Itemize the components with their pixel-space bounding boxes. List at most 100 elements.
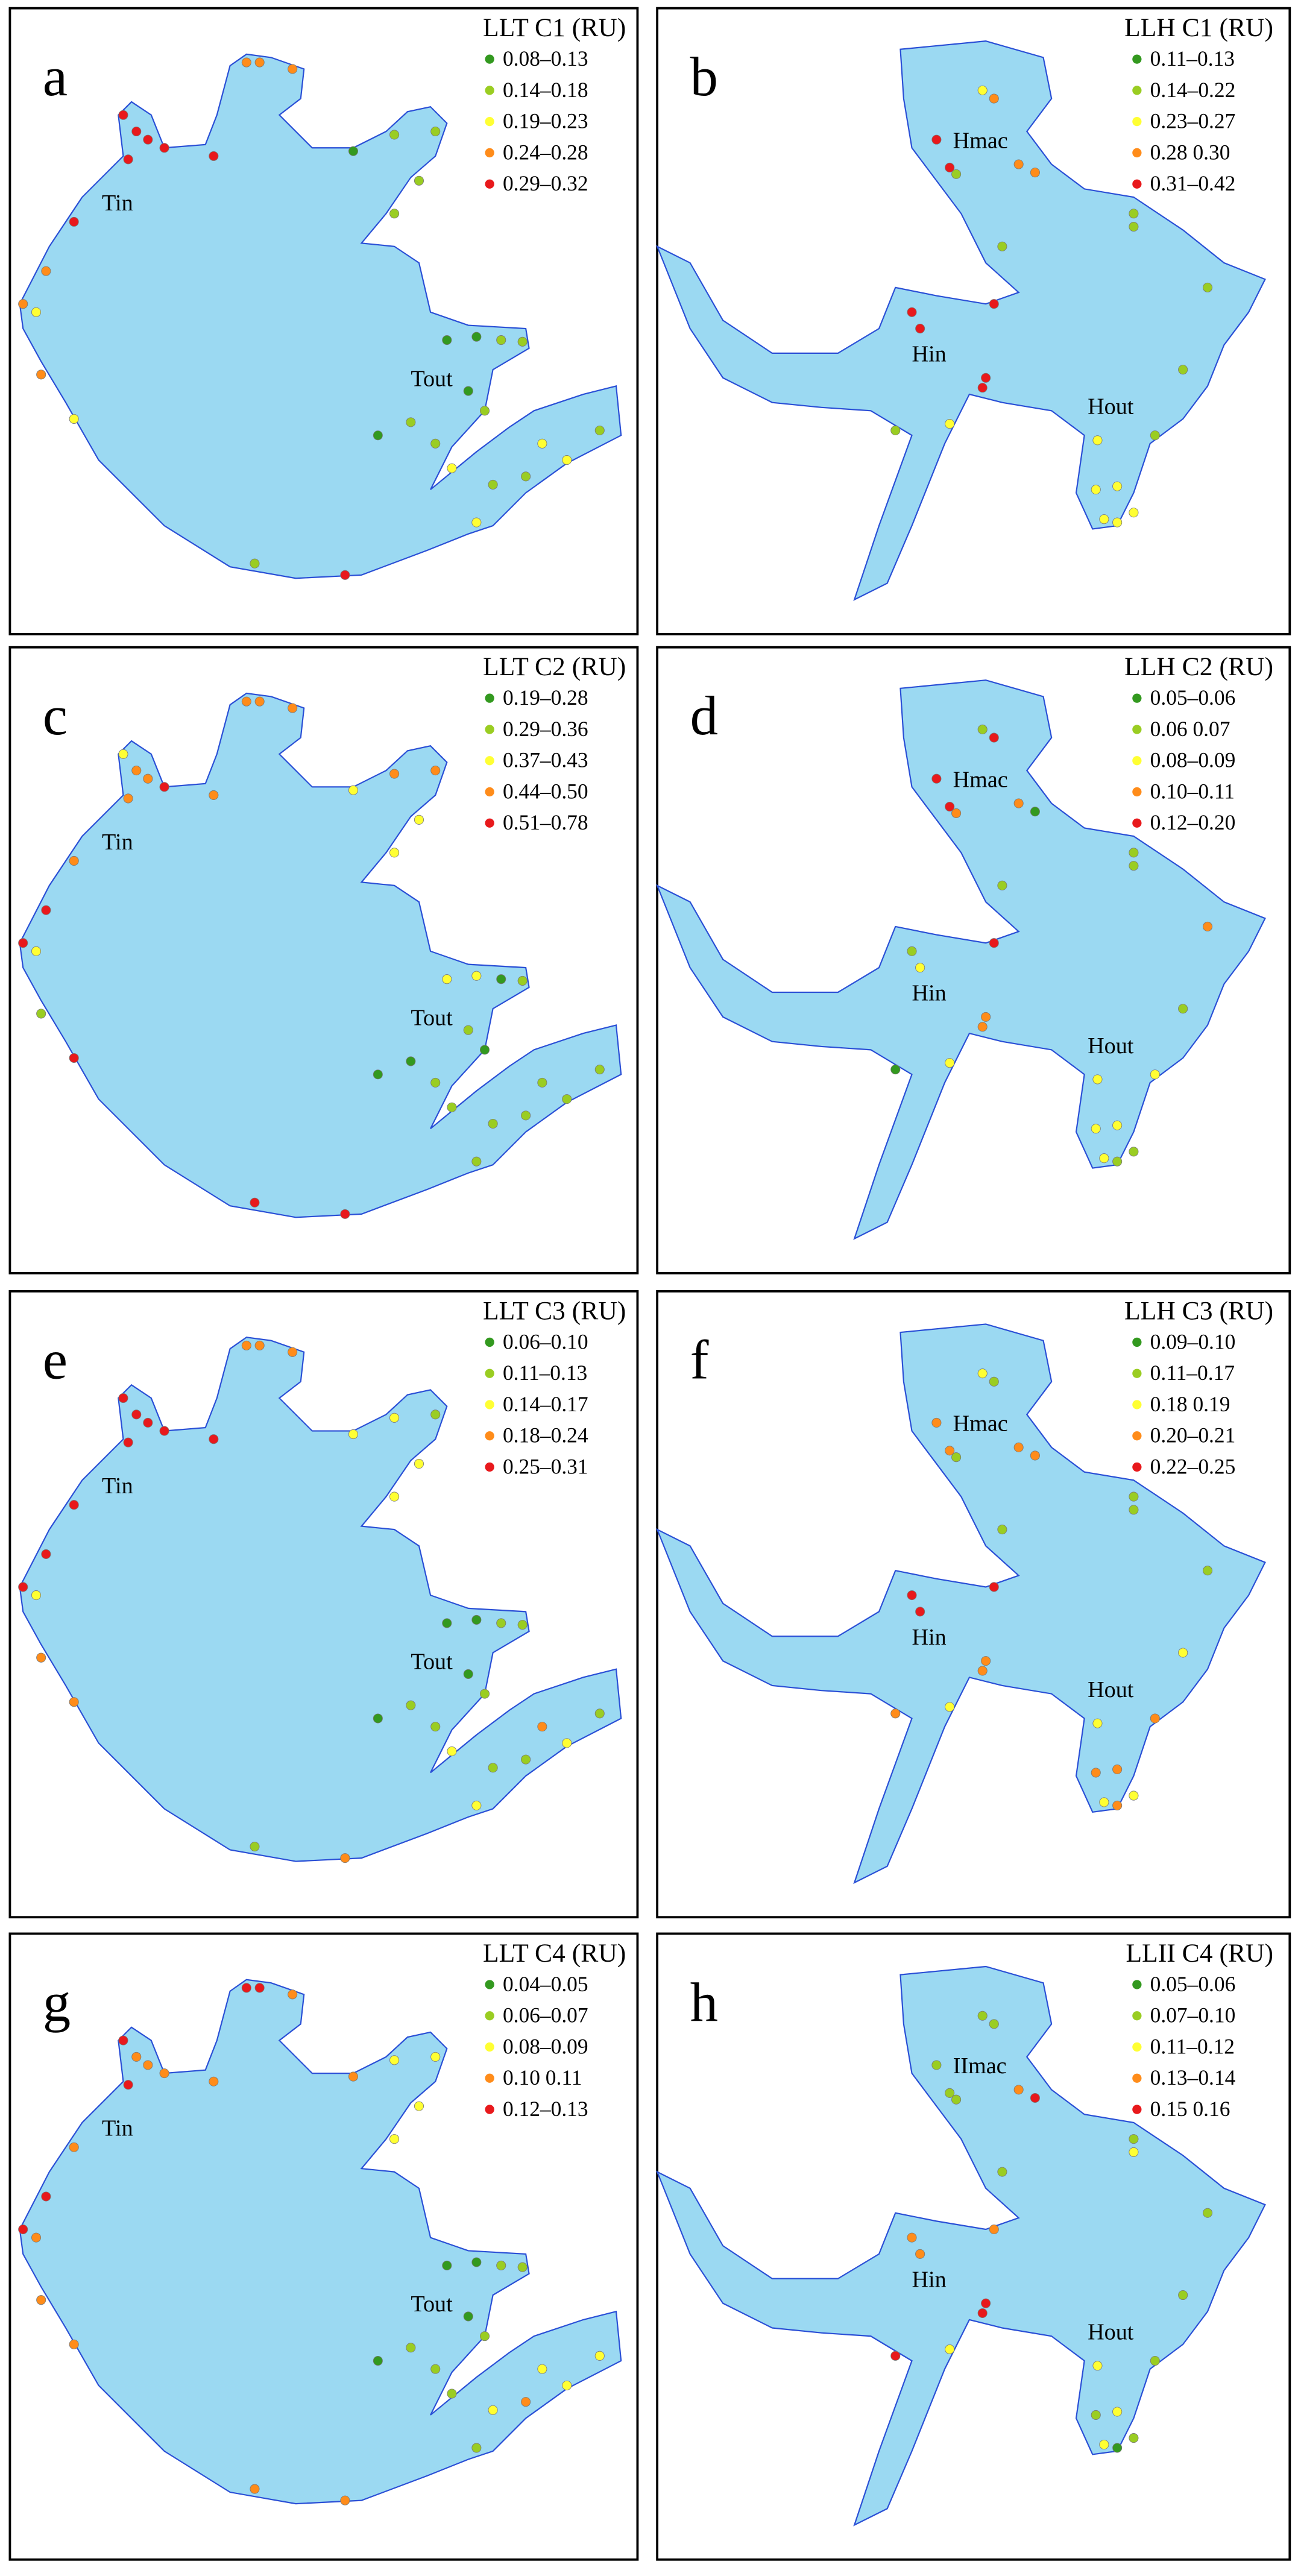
legend-label: 0.05–0.06: [1150, 1972, 1236, 1996]
panel-frame: [656, 1290, 1291, 1919]
sampling-site: [471, 971, 482, 981]
sampling-site: [977, 1666, 988, 1676]
sampling-site: [521, 471, 531, 482]
legend-symbol: [1132, 54, 1142, 64]
panel-frame: [8, 1932, 639, 2561]
legend-symbol: [485, 1980, 494, 1989]
sampling-site: [69, 1053, 79, 1063]
sampling-site: [931, 1417, 942, 1428]
sampling-site: [241, 696, 251, 707]
legend-label: 0.29–0.36: [503, 717, 588, 741]
sampling-site: [1129, 848, 1139, 858]
legend-symbol: [1132, 1431, 1142, 1441]
sampling-site: [496, 1618, 506, 1628]
sampling-site: [209, 790, 219, 801]
sampling-site: [594, 425, 605, 436]
sampling-site: [594, 2351, 605, 2361]
lake-outline: [19, 53, 622, 579]
legend-symbol: [1132, 86, 1142, 95]
legend-label: 0.10–0.11: [1150, 779, 1235, 803]
legend-label: 0.14–0.18: [503, 78, 588, 102]
sampling-site: [989, 1376, 999, 1387]
sampling-site: [463, 386, 473, 396]
panel-frame: [8, 1290, 639, 1919]
sampling-site: [463, 1025, 473, 1035]
place-label: Tout: [411, 1005, 453, 1030]
map-panel: Hmac Hin Hout d LLH C2 (RU) 0.05–0.06 0.06 0.0…: [656, 646, 1291, 1274]
sampling-site: [389, 2055, 400, 2065]
sampling-site: [159, 2068, 169, 2079]
sampling-site: [430, 2052, 441, 2062]
sampling-site: [997, 2167, 1007, 2177]
sampling-site: [430, 1409, 441, 1420]
legend-label: 0.11–0.13: [1150, 46, 1235, 71]
legend-title: LLH C2 (RU): [1124, 652, 1273, 681]
sampling-site: [496, 2260, 506, 2270]
sampling-site: [471, 517, 482, 527]
sampling-site: [1203, 282, 1213, 292]
sampling-site: [118, 1393, 128, 1403]
legend-symbol: [1132, 1980, 1142, 1989]
sampling-site: [517, 2262, 528, 2272]
sampling-site: [447, 463, 457, 473]
sampling-site: [989, 938, 999, 948]
sampling-site: [209, 1434, 219, 1444]
sampling-site: [1129, 508, 1139, 518]
sampling-site: [1112, 517, 1123, 527]
sampling-site: [1112, 1764, 1123, 1775]
place-label: Hin: [912, 342, 947, 367]
sampling-site: [537, 1722, 547, 1732]
legend-title: LLII C4 (RU): [1126, 1939, 1273, 1968]
legend-symbol: [1132, 756, 1142, 766]
place-label: Hout: [1088, 1033, 1134, 1059]
map-panel: Tin Tout e LLT C3 (RU) 0.06–0.10 0.11–0.13 0.1…: [8, 1290, 639, 1919]
panel-letter: e: [43, 1329, 68, 1391]
legend-label: 0.24–0.28: [503, 140, 588, 164]
sampling-site: [1150, 2355, 1160, 2366]
sampling-site: [488, 1763, 498, 1773]
legend-symbol: [1132, 148, 1142, 158]
sampling-site: [389, 209, 400, 219]
sampling-site: [254, 1340, 265, 1350]
legend-symbol: [485, 148, 494, 158]
sampling-site: [406, 2343, 416, 2353]
sampling-site: [1112, 2443, 1123, 2453]
legend-label: 0.20–0.21: [1150, 1423, 1236, 1447]
sampling-site: [931, 134, 942, 145]
sampling-site: [430, 1077, 441, 1088]
sampling-site: [123, 793, 133, 804]
sampling-site: [471, 2443, 482, 2453]
sampling-site: [31, 307, 42, 317]
legend-label: 0.11–0.12: [1150, 2034, 1235, 2058]
sampling-site: [1129, 861, 1139, 871]
legend-symbol: [485, 725, 494, 734]
legend-label: 0.51–0.78: [503, 810, 588, 834]
panel-letter: b: [690, 46, 718, 108]
sampling-site: [521, 1110, 531, 1121]
map-panel: Tin Tout g LLT C4 (RU) 0.04–0.05 0.06–0.07 0.0…: [8, 1932, 639, 2561]
legend-symbol: [1132, 2073, 1142, 2083]
sampling-site: [123, 2080, 133, 2090]
sampling-site: [1030, 1450, 1040, 1461]
sampling-site: [1129, 2433, 1139, 2443]
sampling-site: [143, 134, 153, 145]
sampling-site: [562, 455, 572, 465]
legend-label: 0.09–0.10: [1150, 1329, 1236, 1353]
sampling-site: [442, 2260, 452, 2270]
sampling-site: [1030, 168, 1040, 178]
legend-label: 0.19–0.28: [503, 685, 588, 710]
sampling-site: [471, 1156, 482, 1167]
sampling-site: [118, 2035, 128, 2045]
sampling-site: [1178, 2290, 1188, 2300]
legend-symbol: [485, 1400, 494, 1409]
legend-label: 0.07–0.10: [1150, 2003, 1236, 2027]
sampling-site: [41, 2191, 51, 2202]
legend-title: LLH C3 (RU): [1124, 1296, 1273, 1325]
sampling-site: [1112, 1800, 1123, 1810]
sampling-site: [31, 946, 42, 956]
sampling-site: [907, 2232, 917, 2243]
sampling-site: [447, 2389, 457, 2399]
sampling-site: [496, 974, 506, 984]
place-label: Hout: [1088, 2320, 1134, 2345]
sampling-site: [907, 946, 917, 956]
